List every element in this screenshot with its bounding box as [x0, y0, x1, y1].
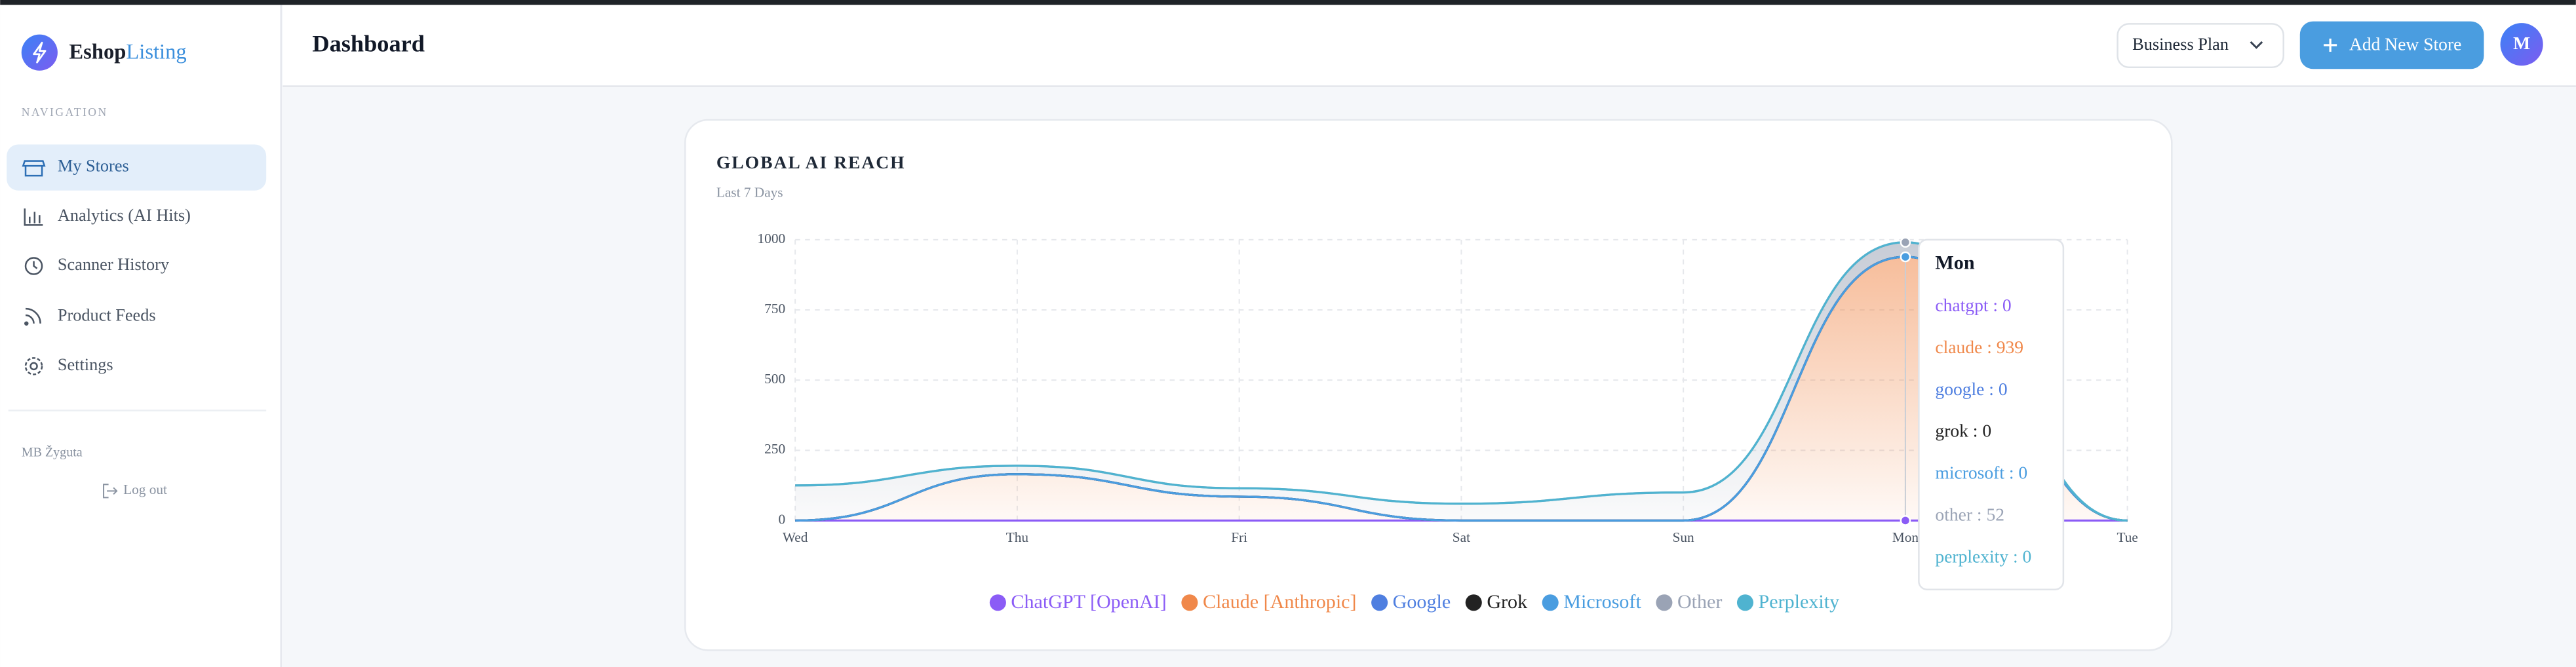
settings-icon	[29, 362, 38, 371]
hover-dot	[1900, 251, 1911, 263]
x-tick-label: Tue	[2117, 529, 2137, 545]
add-store-button[interactable]	[2299, 21, 2484, 69]
plan-label: Business Plan	[2132, 35, 2229, 54]
chevron	[2250, 41, 2263, 49]
legend-marker	[1181, 594, 1198, 611]
history-icon	[24, 257, 43, 275]
brand-second: Listing	[126, 41, 186, 64]
y-tick-label: 250	[764, 441, 785, 457]
x-tick-label: Thu	[1006, 529, 1029, 545]
legend-label: Perplexity	[1759, 590, 1840, 613]
plan-button[interactable]	[2117, 23, 2284, 69]
y-tick-label: 750	[764, 301, 785, 316]
legend-marker	[1465, 594, 1482, 611]
nav-section: NAVIGATION	[22, 105, 108, 119]
user-name: MB Žyguta	[22, 444, 83, 459]
tooltip-item: perplexity : 0	[1935, 546, 2031, 566]
tooltip-title: Mon	[1935, 251, 1974, 273]
legend-marker	[1371, 594, 1388, 611]
legend-label: Other	[1677, 590, 1722, 613]
plot: 0 250 500 750 1000 Wed Thu Fri Sat Sun Mon Tue Mon ch…	[758, 231, 2138, 613]
x-tick-label: Fri	[1231, 529, 1247, 545]
logo-icon[interactable]	[21, 34, 58, 71]
y-tick-label: 0	[778, 511, 785, 527]
x-tick-label: Wed	[783, 529, 808, 545]
tooltip	[1918, 238, 2065, 590]
analytics-icon	[24, 208, 43, 226]
top-bar	[0, 0, 2576, 5]
legend-marker	[989, 594, 1006, 611]
plus-icon	[2324, 38, 2337, 52]
nav-item[interactable]: Scanner History	[58, 255, 170, 274]
x-tick-label: Sun	[1673, 529, 1694, 545]
hover-dot	[1900, 515, 1911, 526]
feed-icon	[25, 307, 41, 324]
logout[interactable]: Log out	[123, 482, 167, 497]
nav-item[interactable]: Analytics (AI Hits)	[58, 206, 191, 225]
legend-marker	[1736, 594, 1754, 611]
nav-item[interactable]: Product Feeds	[58, 306, 156, 325]
legend-label: Google	[1393, 590, 1451, 613]
tooltip-item: claude : 939	[1935, 337, 2023, 357]
chart-subtitle: Last 7 Days	[716, 185, 783, 200]
brand-first: Eshop	[69, 41, 126, 64]
x-tick-label: Sat	[1453, 529, 1470, 545]
tooltip-item: grok : 0	[1935, 421, 1991, 441]
legend-marker	[1656, 594, 1673, 611]
store-icon	[22, 160, 46, 177]
tooltip-item: other : 52	[1935, 505, 2004, 525]
tooltip-item: microsoft : 0	[1935, 463, 2027, 483]
legend: ChatGPT [OpenAI] Claude [Anthropic] Google…	[989, 590, 1840, 613]
hover-dot	[1900, 237, 1911, 248]
logo-bolt	[33, 41, 47, 64]
legend-marker	[1542, 594, 1559, 611]
logout-icon	[103, 484, 118, 499]
nav-icons	[22, 160, 46, 375]
tooltip-item: google : 0	[1935, 379, 2007, 399]
avatar[interactable]	[2500, 23, 2543, 66]
sidebar	[0, 0, 281, 667]
nav-item[interactable]: Settings	[58, 355, 113, 374]
legend-label: Claude [Anthropic]	[1203, 590, 1357, 613]
history-hands	[33, 261, 38, 269]
add-store-label: Add New Store	[2349, 34, 2461, 54]
y-tick-label: 500	[764, 371, 785, 387]
x-tick-label: Mon	[1892, 529, 1919, 545]
nav-item[interactable]: My Stores	[58, 157, 129, 176]
legend-label: Grok	[1487, 590, 1528, 613]
legend-label: ChatGPT [OpenAI]	[1011, 590, 1166, 613]
y-tick-label: 1000	[758, 231, 786, 246]
page-title: Dashboard	[312, 31, 425, 57]
tooltip-item: chatgpt : 0	[1935, 295, 2011, 315]
feed-dot	[24, 321, 29, 326]
legend-label: Microsoft	[1563, 590, 1641, 613]
avatar-initial: M	[2513, 33, 2530, 53]
series-area	[795, 257, 2128, 521]
brand[interactable]: EshopListing	[69, 41, 186, 64]
chart-title: GLOBAL AI REACH	[716, 152, 906, 172]
nav-active-bg	[7, 144, 267, 191]
